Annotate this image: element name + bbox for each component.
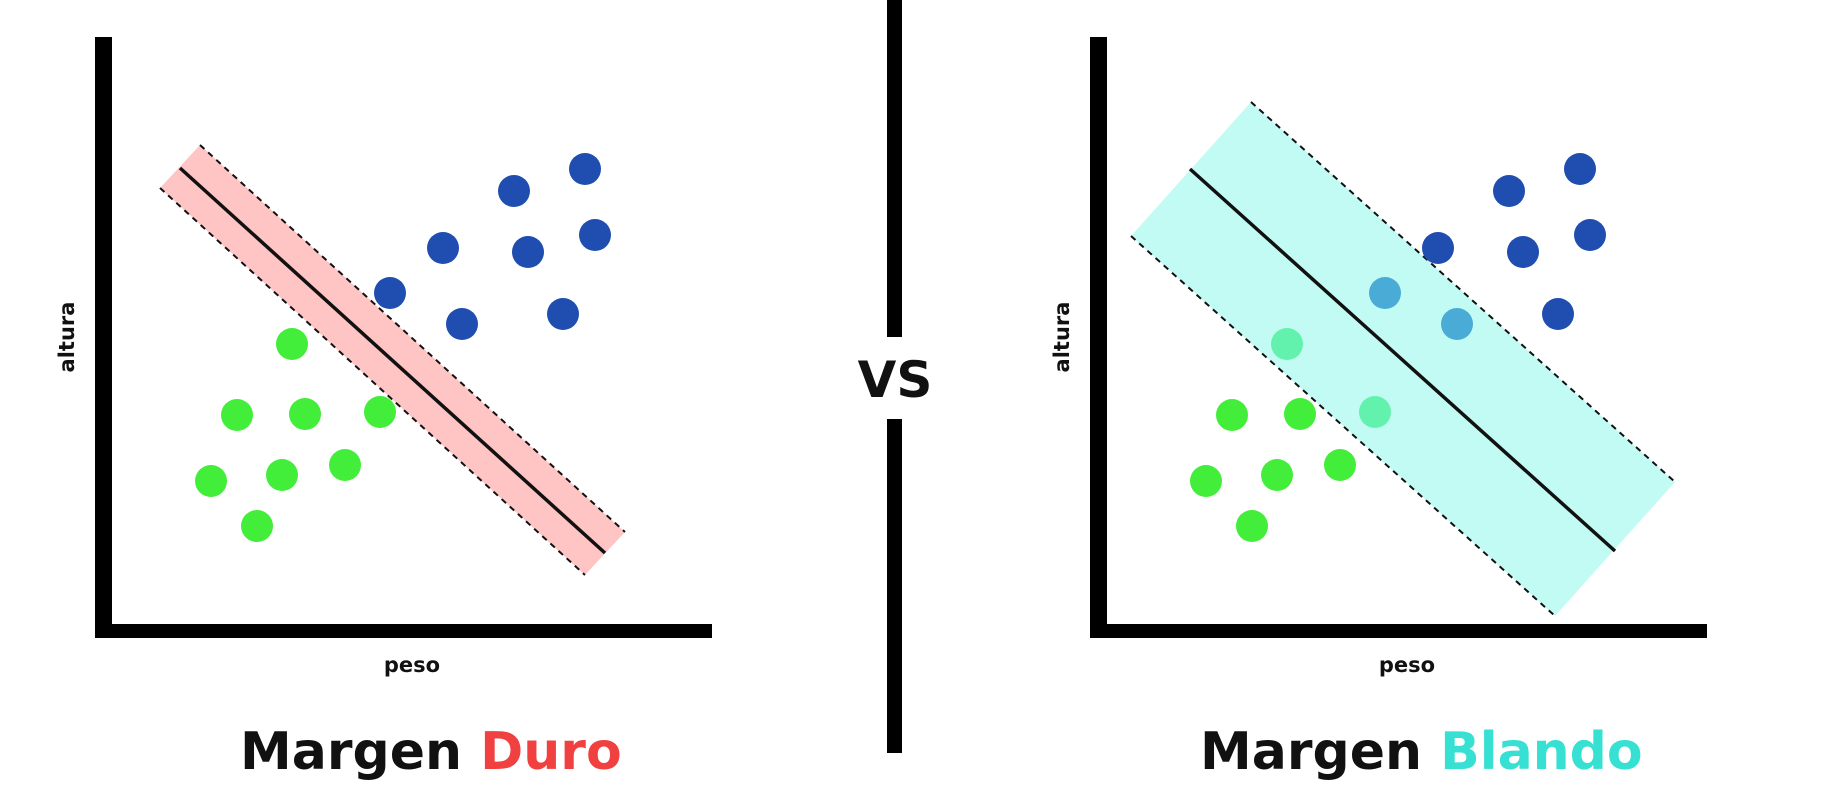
soft-margin-lower-boundary xyxy=(1130,235,1556,617)
data-point-green xyxy=(276,328,308,360)
data-point-green xyxy=(364,396,396,428)
left-green-points xyxy=(195,328,396,542)
right-x-axis xyxy=(1090,624,1707,638)
right-green-points xyxy=(1190,398,1356,542)
center-divider: VS xyxy=(858,0,933,753)
data-point-green-in-margin xyxy=(1271,328,1303,360)
data-point-green xyxy=(329,449,361,481)
soft-margin-upper-boundary xyxy=(1250,101,1676,483)
data-point-blue xyxy=(1422,232,1454,264)
right-blue-points xyxy=(1422,153,1606,330)
data-point-blue xyxy=(446,308,478,340)
data-point-green xyxy=(1324,449,1356,481)
data-point-blue xyxy=(498,175,530,207)
left-panel: altura peso xyxy=(55,37,712,677)
left-y-axis-label: altura xyxy=(55,302,79,373)
data-point-green xyxy=(221,399,253,431)
data-point-green xyxy=(266,459,298,491)
left-x-axis xyxy=(95,624,712,638)
left-y-axis xyxy=(95,37,112,638)
vs-label: VS xyxy=(858,351,933,409)
divider-line-top xyxy=(887,0,902,337)
data-point-blue xyxy=(374,277,406,309)
hard-margin-upper-boundary xyxy=(199,144,626,533)
data-point-green xyxy=(241,510,273,542)
hard-margin-title-accent: Duro xyxy=(480,722,622,782)
data-point-blue xyxy=(1507,236,1539,268)
data-point-blue xyxy=(427,232,459,264)
soft-margin-title: Margen Blando xyxy=(1200,722,1643,782)
hard-margin-lower-boundary xyxy=(159,187,586,576)
soft-margin-title-word: Margen xyxy=(1200,722,1422,782)
hard-margin-title: Margen Duro xyxy=(240,722,622,782)
data-point-green xyxy=(289,398,321,430)
data-point-blue xyxy=(1493,175,1525,207)
hard-decision-boundary xyxy=(178,166,607,555)
right-blue-points-in-margin xyxy=(1369,277,1473,340)
data-point-green xyxy=(195,465,227,497)
right-y-axis-label: altura xyxy=(1050,302,1074,373)
data-point-green-in-margin xyxy=(1359,396,1391,428)
right-y-axis xyxy=(1090,37,1107,638)
soft-decision-boundary xyxy=(1188,167,1617,553)
data-point-green xyxy=(1261,459,1293,491)
data-point-green xyxy=(1236,510,1268,542)
right-panel: altura peso xyxy=(1050,37,1707,677)
data-point-blue xyxy=(1564,153,1596,185)
data-point-blue xyxy=(512,236,544,268)
data-point-blue xyxy=(1542,298,1574,330)
left-x-axis-label: peso xyxy=(384,653,440,677)
data-point-blue xyxy=(547,298,579,330)
divider-line-bottom xyxy=(887,419,902,753)
data-point-green xyxy=(1284,398,1316,430)
soft-margin-title-accent: Blando xyxy=(1440,722,1643,782)
left-blue-points xyxy=(374,153,611,340)
data-point-blue xyxy=(1574,219,1606,251)
data-point-blue-in-margin xyxy=(1369,277,1401,309)
right-green-points-in-margin xyxy=(1271,328,1391,428)
data-point-green xyxy=(1190,465,1222,497)
data-point-blue xyxy=(569,153,601,185)
hard-margin-title-word: Margen xyxy=(240,722,462,782)
data-point-green xyxy=(1216,399,1248,431)
data-point-blue-in-margin xyxy=(1441,308,1473,340)
right-x-axis-label: peso xyxy=(1379,653,1435,677)
data-point-blue xyxy=(579,219,611,251)
